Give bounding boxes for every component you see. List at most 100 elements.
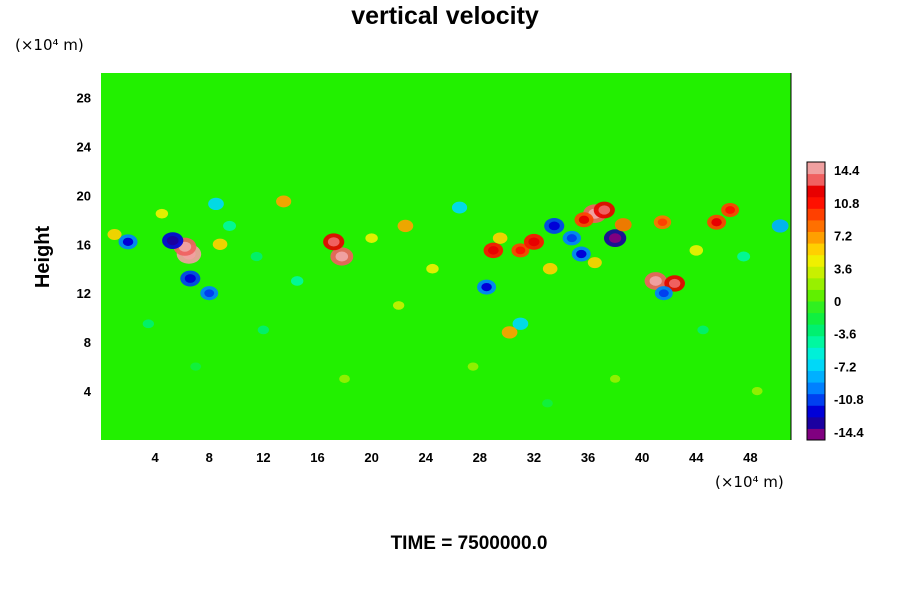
colorbar-swatch	[807, 196, 825, 209]
x-tick-label: 28	[473, 450, 487, 465]
y-tick-label: 12	[77, 286, 91, 301]
colorbar-swatch	[807, 185, 825, 198]
heatmap-cells	[107, 195, 789, 408]
heatmap-cell-core	[598, 205, 611, 215]
heatmap-cell	[155, 208, 169, 219]
colorbar-label: 10.8	[834, 196, 859, 211]
heatmap-cell	[587, 257, 602, 269]
heatmap-cell	[614, 218, 632, 232]
colorbar-swatch	[807, 405, 825, 418]
x-tick-label: 36	[581, 450, 595, 465]
x-tick-label: 16	[310, 450, 324, 465]
heatmap-cell-core	[548, 221, 560, 231]
colorbar-swatch	[807, 266, 825, 279]
heatmap-cell	[276, 195, 292, 208]
heatmap-cell	[501, 326, 518, 339]
heatmap-cell-core	[576, 249, 587, 259]
x-tick-label: 48	[743, 450, 757, 465]
colorbar-label: 0	[834, 294, 841, 309]
heatmap-cell	[208, 197, 224, 211]
heatmap-cell	[542, 399, 553, 408]
heatmap-cell	[212, 238, 228, 250]
heatmap-cell-core	[578, 215, 590, 224]
heatmap-cell	[190, 362, 202, 371]
heatmap-cell-core	[335, 251, 349, 262]
heatmap-cell	[542, 263, 558, 275]
heatmap-cell	[257, 325, 270, 335]
heatmap-cell-core	[528, 237, 540, 247]
heatmap-cell-core	[649, 276, 662, 286]
x-tick-label: 12	[256, 450, 270, 465]
colorbar-swatch	[807, 335, 825, 348]
x-tick-label: 40	[635, 450, 649, 465]
colorbar-labels: 14.4 10.8 7.2 3.6 0 -3.6 -7.2 -10.8 -14.4	[834, 163, 864, 440]
heatmap-cell-core	[487, 246, 499, 255]
y-tick-label: 20	[77, 188, 91, 203]
y-axis-ticks: 4 8 12 16 20 24 28	[77, 90, 92, 399]
heatmap-cell-core	[658, 289, 669, 298]
colorbar-label: 14.4	[834, 163, 860, 178]
heatmap-cell-core	[566, 234, 577, 243]
heatmap-cell	[365, 233, 378, 243]
y-tick-label: 8	[84, 335, 91, 350]
colorbar-swatch	[807, 347, 825, 360]
colorbar-swatch	[807, 173, 825, 186]
heatmap-cell-core	[668, 278, 681, 288]
colorbar-swatch	[807, 382, 825, 395]
heatmap-cell-core	[122, 237, 134, 246]
heatmap-cell	[737, 251, 751, 262]
heatmap-cell	[290, 276, 304, 286]
heatmap-cell	[223, 220, 237, 231]
colorbar-label: 3.6	[834, 261, 852, 276]
heatmap-cell-core	[184, 274, 196, 283]
y-axis-unit: (×10⁴ m)	[15, 36, 84, 54]
heatmap-cell	[392, 301, 405, 310]
colorbar-swatch	[807, 243, 825, 256]
y-tick-label: 4	[84, 384, 92, 399]
colorbar-border	[806, 161, 826, 441]
heatmap-cell-core	[204, 289, 215, 298]
time-label: TIME = 7500000.0	[391, 533, 548, 554]
colorbar-label: -3.6	[834, 327, 856, 342]
heatmap-cell	[426, 263, 439, 274]
heatmap-cell	[250, 251, 263, 262]
heatmap-cell-core	[657, 218, 668, 227]
heatmap-cell	[451, 201, 468, 214]
heatmap-cell	[610, 374, 621, 383]
colorbar-swatch	[807, 324, 825, 337]
y-tick-label: 24	[77, 139, 92, 154]
colorbar-swatch	[807, 231, 825, 244]
heatmap-cell-core	[481, 282, 492, 292]
heatmap-cell	[771, 219, 789, 233]
colorbar-swatch	[807, 289, 825, 302]
x-tick-label: 20	[364, 450, 378, 465]
heatmap-cell-core	[327, 237, 340, 247]
heatmap-cell	[107, 229, 122, 240]
x-axis-ticks: 4 8 12 16 20 24 28 32 36 40 44 48	[152, 450, 758, 465]
y-axis-label: Height	[32, 226, 54, 289]
colorbar-swatch	[807, 370, 825, 383]
colorbar-label: -14.4	[834, 425, 864, 440]
heatmap-cell-core	[515, 246, 526, 255]
x-axis-unit: (×10⁴ m)	[715, 473, 784, 491]
x-tick-label: 8	[206, 450, 213, 465]
colorbar-swatch	[807, 416, 825, 429]
colorbar-swatch	[807, 301, 825, 314]
heatmap-cell	[697, 325, 709, 335]
heatmap-cell	[397, 219, 414, 233]
heatmap-cell-core	[608, 233, 622, 244]
colorbar-swatch	[807, 312, 825, 325]
x-tick-label: 4	[152, 450, 160, 465]
colorbar-label: -10.8	[834, 392, 864, 407]
heatmap-cell-core	[725, 206, 736, 214]
chart-title: vertical velocity	[351, 2, 539, 30]
colorbar	[806, 161, 826, 441]
heatmap-cell	[751, 386, 763, 396]
heatmap-cell-core	[166, 235, 179, 246]
heatmap-cell	[512, 317, 529, 330]
colorbar-swatch	[807, 208, 825, 221]
heatmap-cell	[689, 245, 704, 256]
plot-area	[101, 73, 792, 440]
y-tick-label: 28	[77, 90, 91, 105]
